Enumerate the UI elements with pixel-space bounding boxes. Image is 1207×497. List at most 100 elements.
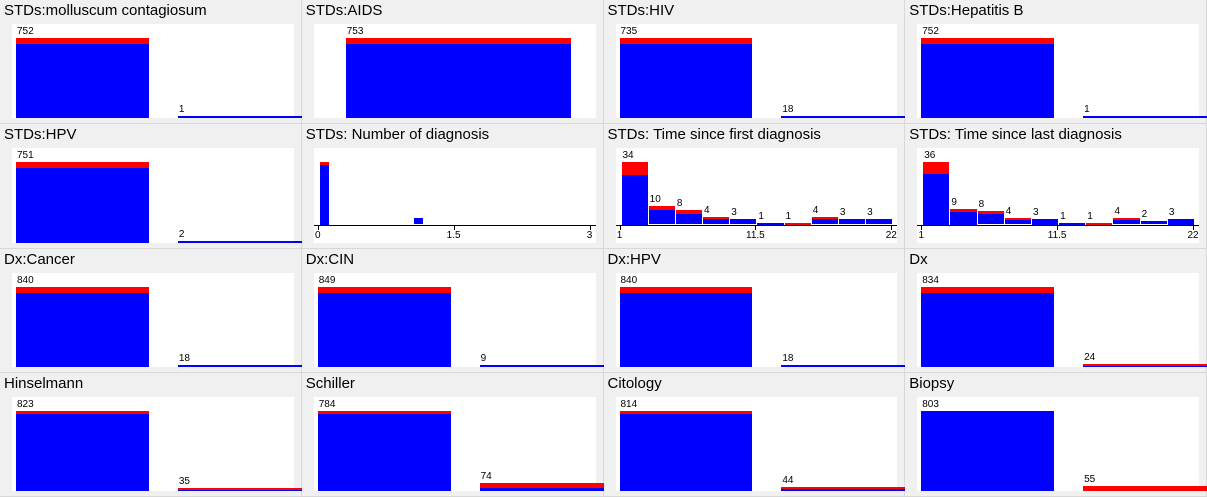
chart-panel[interactable]: Schiller 784 74 <box>301 372 613 497</box>
x-axis-tick-label: 11.5 <box>746 229 765 241</box>
bar-negative-segment <box>921 44 1055 119</box>
histogram-bar <box>1031 219 1059 225</box>
bar-value-label: 1 <box>1087 210 1093 222</box>
plot-area: 735 18 <box>615 24 915 119</box>
bar-value-label: 4 <box>812 205 819 217</box>
histogram-bar <box>866 219 893 225</box>
histogram-bar <box>648 206 675 225</box>
bar-negative-segment <box>177 116 311 119</box>
histogram-bar <box>479 483 613 491</box>
chart-panel[interactable]: STDs:Hepatitis B 752 1 <box>905 0 1207 125</box>
histogram-bar <box>1059 222 1086 225</box>
histogram-bar <box>1083 485 1207 491</box>
x-axis-tick <box>1193 225 1194 230</box>
x-axis-tick <box>921 225 923 230</box>
bar-value-label: 8 <box>978 198 985 210</box>
histogram-bar <box>1167 219 1194 225</box>
bar-positive-segment <box>317 410 451 414</box>
x-axis-tick-label: 3 <box>586 229 593 241</box>
bar-value-label: 18 <box>782 104 794 116</box>
bar-value-label: 735 <box>620 26 638 37</box>
chart-panel[interactable]: STDs:molluscum contagiosum 752 1 <box>0 0 311 125</box>
chart-panel[interactable]: STDs:AIDS 753 <box>301 0 604 125</box>
bar-negative-segment <box>16 44 149 119</box>
histogram-bar <box>1140 221 1167 225</box>
plot-area: 753 <box>313 24 596 119</box>
x-axis-tick <box>891 225 893 230</box>
histogram-bar <box>811 217 838 225</box>
bar-value-label: 849 <box>318 274 336 286</box>
chart-panel[interactable]: STDs:HIV 735 18 <box>603 0 915 125</box>
bar-positive-segment <box>16 38 149 44</box>
plot-area: 823 35 <box>12 396 311 491</box>
chart-title: STDs:molluscum contagiosum <box>4 2 207 19</box>
bar-negative-segment <box>317 292 451 367</box>
chart-panel[interactable]: STDs:HPV 751 2 <box>0 124 311 249</box>
histogram-bar <box>784 222 811 225</box>
histogram-bar <box>1113 217 1140 225</box>
histogram-bar <box>16 38 149 119</box>
chart-title: STDs: Time since first diagnosis <box>607 126 821 144</box>
bar-negative-segment <box>781 488 915 491</box>
chart-panel[interactable]: Dx:CIN 849 9 <box>301 248 613 373</box>
bar-value-label: 1 <box>758 210 764 222</box>
chart-panel[interactable]: Dx:HPV 840 18 <box>603 248 915 373</box>
x-axis-tick-label: 0 <box>314 229 321 241</box>
bar-negative-segment <box>781 364 915 367</box>
bar-negative-segment <box>730 219 757 225</box>
bar-positive-segment <box>977 210 1004 215</box>
chart-panel[interactable]: Citology 814 44 <box>603 372 915 497</box>
bar-positive-segment <box>921 286 1055 293</box>
bar-value-label: 9 <box>480 352 487 364</box>
bar-positive-segment <box>1083 485 1207 491</box>
chart-panel[interactable]: Dx:Cancer 840 18 <box>0 248 311 373</box>
x-axis-tick <box>755 225 757 230</box>
x-axis-tick <box>317 225 319 230</box>
bar-value-label: 4 <box>1005 205 1012 217</box>
bar-value-label: 24 <box>1084 352 1096 364</box>
histogram-bar <box>757 222 784 225</box>
bar-negative-segment <box>1004 219 1031 225</box>
histogram-bar <box>479 364 613 367</box>
histogram-bar <box>619 38 753 119</box>
chart-panel[interactable]: STDs: Number of diagnosis 0 1.5 3 <box>301 124 604 249</box>
bar-positive-segment <box>345 38 572 44</box>
bar-positive-segment <box>619 286 753 293</box>
histogram-bar <box>619 286 753 367</box>
x-axis-tick-label: 1 <box>616 229 623 241</box>
bar-value-label: 3 <box>839 207 846 218</box>
chart-panel[interactable]: STDs: Time since first diagnosis 34 10 8 4 3 1… <box>603 124 906 249</box>
histogram-bar <box>921 286 1055 367</box>
bar-value-label: 752 <box>922 26 939 37</box>
bar-positive-segment <box>648 206 675 210</box>
chart-panel[interactable]: STDs: Time since last diagnosis 36 9 8 4 3 1 1 4… <box>905 124 1207 249</box>
histogram-bar <box>1083 364 1207 367</box>
bar-negative-segment <box>479 364 613 367</box>
bar-value-label: 840 <box>17 274 34 286</box>
histogram-bar <box>177 364 311 367</box>
chart-panel[interactable]: Hinselmann 823 35 <box>0 372 311 497</box>
histogram-bar <box>317 286 451 367</box>
chart-panel[interactable]: Biopsy 803 55 <box>905 372 1207 497</box>
x-axis-tick-label: 1 <box>918 229 925 241</box>
plot-area: 840 18 <box>615 272 915 367</box>
bar-positive-segment <box>1113 217 1140 220</box>
histogram-bar <box>781 116 915 119</box>
bar-value-label: 4 <box>1114 205 1121 217</box>
chart-panel[interactable]: Dx 834 24 <box>905 248 1207 373</box>
bar-value-label: 74 <box>480 471 492 483</box>
chart-title: Schiller <box>305 374 355 392</box>
plot-area: 840 18 <box>12 272 311 367</box>
bar-value-label: 1 <box>785 210 792 222</box>
histogram-bar <box>921 38 1055 119</box>
histogram-bar <box>177 240 311 243</box>
chart-title: STDs:HIV <box>607 2 675 19</box>
bar-negative-segment <box>177 364 311 367</box>
histogram-bar <box>781 486 915 491</box>
chart-title: Hinselmann <box>4 374 84 392</box>
bar-value-label: 3 <box>867 207 873 218</box>
bar-value-label: 834 <box>922 274 939 286</box>
plot-area: 834 24 <box>917 272 1207 367</box>
x-axis-line <box>615 224 898 226</box>
